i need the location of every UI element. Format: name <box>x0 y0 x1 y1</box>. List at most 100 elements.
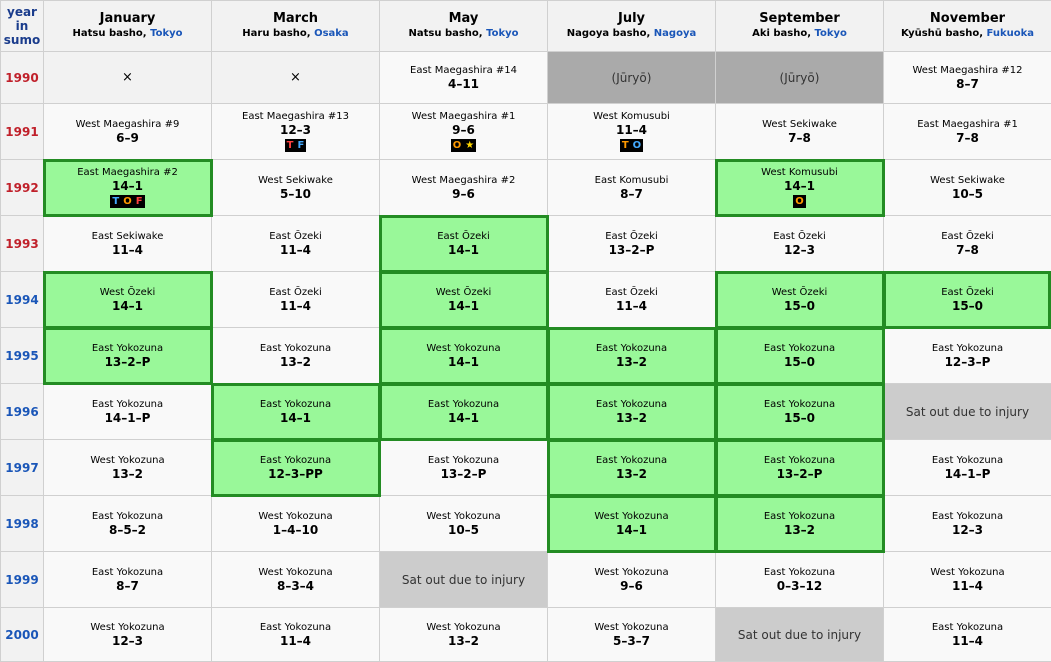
rank-label: West Maegashira #12 <box>884 64 1051 77</box>
basho-name: Nagoya basho, Nagoya <box>548 27 715 41</box>
prize-badge-icon[interactable]: ★ <box>463 139 476 152</box>
prize-badge-icon[interactable]: O <box>631 139 644 152</box>
location-link[interactable]: Nagoya <box>654 28 696 39</box>
location-link[interactable]: Fukuoka <box>987 28 1035 39</box>
rank-label: East Yokozuna <box>212 621 379 634</box>
record-value: 14–1 <box>44 179 211 194</box>
location-link[interactable]: Osaka <box>314 28 349 39</box>
rank-label: West Ōzeki <box>44 286 211 299</box>
basho-label: Hatsu basho, <box>73 28 151 39</box>
rank-label: East Ōzeki <box>884 230 1051 243</box>
year-header-line: year <box>1 5 43 19</box>
rank-label: East Maegashira #2 <box>44 166 211 179</box>
year-link[interactable]: 1993 <box>1 216 44 272</box>
record-value: 14–1 <box>380 355 547 370</box>
prize-badge-icon[interactable]: O <box>451 139 464 152</box>
rank-label: East Komusubi <box>548 174 715 187</box>
rank-label: East Yokozuna <box>44 398 211 411</box>
rank-label: East Yokozuna <box>716 454 883 467</box>
record-value: 13–2 <box>716 523 883 538</box>
record-value: 9–6 <box>380 123 547 138</box>
prize-badge-icon[interactable]: O <box>121 195 134 208</box>
record-value: 14–1 <box>716 179 883 194</box>
rank-label: East Yokozuna <box>716 342 883 355</box>
rank-label: East Maegashira #13 <box>212 110 379 123</box>
location-link[interactable]: Tokyo <box>815 28 847 39</box>
basho-name: Kyūshū basho, Fukuoka <box>884 27 1051 41</box>
year-link[interactable]: 1995 <box>1 328 44 384</box>
record-value: 13–2–P <box>44 355 211 370</box>
basho-name: Hatsu basho, Tokyo <box>44 27 211 41</box>
year-link[interactable]: 2000 <box>1 608 44 662</box>
prize-badge-icon[interactable]: T <box>620 139 631 152</box>
location-link[interactable]: Tokyo <box>150 28 182 39</box>
year-link[interactable]: 1999 <box>1 552 44 608</box>
year-link[interactable]: 1991 <box>1 104 44 160</box>
record-value: 5–3–7 <box>548 634 715 649</box>
record-value: 8–7 <box>884 77 1051 92</box>
rank-label: East Yokozuna <box>212 342 379 355</box>
record-value: 14–1 <box>380 411 547 426</box>
record-value: 9–6 <box>380 187 547 202</box>
rank-label: East Yokozuna <box>380 398 547 411</box>
rank-label: East Ōzeki <box>380 230 547 243</box>
rank-label: East Yokozuna <box>44 566 211 579</box>
rank-label: West Yokozuna <box>884 566 1051 579</box>
prize-badges: O <box>716 195 883 209</box>
year-link[interactable]: 1996 <box>1 384 44 440</box>
year-link[interactable]: 1998 <box>1 496 44 552</box>
rank-label: West Ōzeki <box>380 286 547 299</box>
rank-label: West Komusubi <box>548 110 715 123</box>
basho-name: Haru basho, Osaka <box>212 27 379 41</box>
record-value: 12–3–P <box>884 355 1051 370</box>
year-link[interactable]: 1994 <box>1 272 44 328</box>
rank-label: East Yokozuna <box>44 342 211 355</box>
year-link[interactable]: 1992 <box>1 160 44 216</box>
rank-label: West Sekiwake <box>716 118 883 131</box>
prize-badge-icon[interactable]: T <box>285 139 296 152</box>
record-value: 12–3 <box>884 523 1051 538</box>
prize-badge-icon[interactable]: T <box>110 195 121 208</box>
record-value: 8–7 <box>44 579 211 594</box>
prize-badge-icon[interactable]: F <box>134 195 145 208</box>
year-header-line: sumo <box>1 33 43 47</box>
location-link[interactable]: Tokyo <box>486 28 518 39</box>
rank-label: East Maegashira #1 <box>884 118 1051 131</box>
prize-badge-icon[interactable]: F <box>295 139 306 152</box>
year-link[interactable]: 1997 <box>1 440 44 496</box>
empty-cell: × <box>44 52 212 104</box>
basho-name: Natsu basho, Tokyo <box>380 27 547 41</box>
record-value: 10–5 <box>884 187 1051 202</box>
month-name: January <box>44 11 211 27</box>
year-link[interactable]: 1990 <box>1 52 44 104</box>
record-value: 15–0 <box>884 299 1051 314</box>
rank-label: West Ōzeki <box>716 286 883 299</box>
prize-badge-icon[interactable]: O <box>793 195 806 208</box>
